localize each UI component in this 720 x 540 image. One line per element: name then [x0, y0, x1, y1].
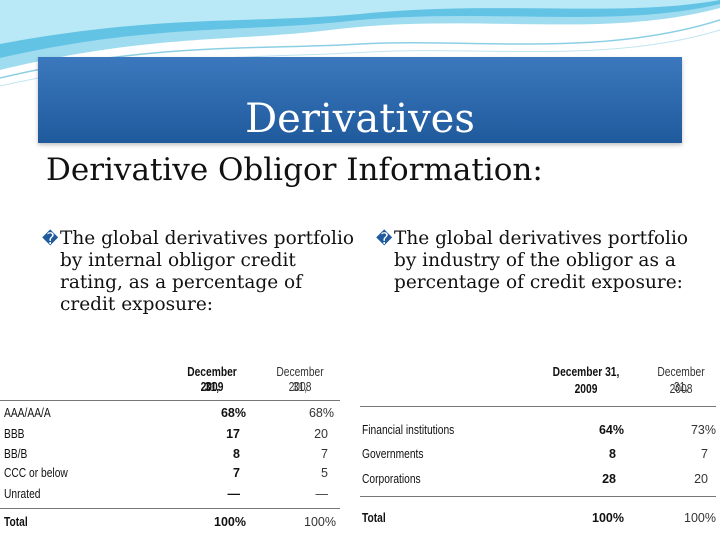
value-2008: 20: [694, 472, 708, 486]
value-2009: 7: [233, 466, 240, 480]
bullet-right-text: The global derivatives portfolio by indu…: [394, 228, 689, 293]
total-label: Total: [4, 515, 28, 529]
header-2009-line1: December 31,: [552, 365, 620, 379]
header-2009-line1: December 31,: [187, 365, 237, 394]
value-2009: 28: [602, 472, 616, 486]
table-by-rating: December 31, 2009 December 31, 2008 AAA/…: [0, 360, 345, 540]
row-label: Financial institutions: [362, 423, 455, 437]
total-label: Total: [362, 511, 386, 525]
header-rule: [0, 400, 340, 401]
table-by-industry: December 31, 2009 December 31, 2008 Fina…: [358, 360, 720, 540]
value-2008: —: [315, 487, 329, 501]
bullet-marker-icon: �: [376, 229, 393, 248]
slide-title: Derivatives: [245, 96, 475, 142]
value-2009: 68%: [220, 406, 246, 420]
header-rule: [360, 406, 716, 407]
value-2009: 17: [226, 427, 240, 441]
row-label: Unrated: [4, 487, 41, 501]
header-2008-line1: December 31,: [657, 365, 705, 394]
bullet-right: � The global derivatives portfolio by in…: [376, 228, 694, 294]
header-2008-line2: 2008: [288, 380, 312, 394]
bullet-marker-icon: �: [42, 229, 59, 248]
title-bar: Derivatives: [38, 57, 682, 143]
total-2008: 100%: [304, 515, 336, 529]
value-2009: 8: [609, 447, 616, 461]
value-2008: 73%: [690, 423, 716, 437]
value-2009: —: [227, 487, 241, 501]
total-2009: 100%: [214, 515, 246, 529]
value-2008: 5: [321, 466, 328, 480]
row-label: CCC or below: [4, 466, 68, 480]
header-2009-line2: 2009: [574, 382, 598, 396]
row-label: BBB: [4, 427, 25, 441]
value-2008: 7: [321, 447, 328, 461]
total-rule: [360, 496, 716, 497]
row-label: Governments: [362, 447, 424, 461]
total-2008: 100%: [684, 511, 716, 525]
value-2009: 8: [233, 447, 240, 461]
row-label: BB/B: [4, 447, 28, 461]
value-2008: 7: [701, 447, 708, 461]
value-2008: 68%: [308, 406, 334, 420]
row-label: AAA/AA/A: [4, 406, 51, 420]
total-rule: [0, 508, 340, 509]
value-2009: 64%: [598, 423, 624, 437]
bullet-left-text: The global derivatives portfolio by inte…: [60, 228, 355, 315]
header-2008-line2: 2008: [669, 382, 693, 396]
value-2008: 20: [314, 427, 328, 441]
bullet-left: � The global derivatives portfolio by in…: [42, 228, 360, 316]
header-2008-line1: December 31,: [276, 365, 324, 394]
row-label: Corporations: [362, 472, 421, 486]
header-2009-line2: 2009: [200, 380, 224, 394]
slide-subtitle: Derivative Obligor Information:: [46, 152, 543, 188]
wave-decoration: [0, 0, 720, 87]
total-2009: 100%: [592, 511, 624, 525]
